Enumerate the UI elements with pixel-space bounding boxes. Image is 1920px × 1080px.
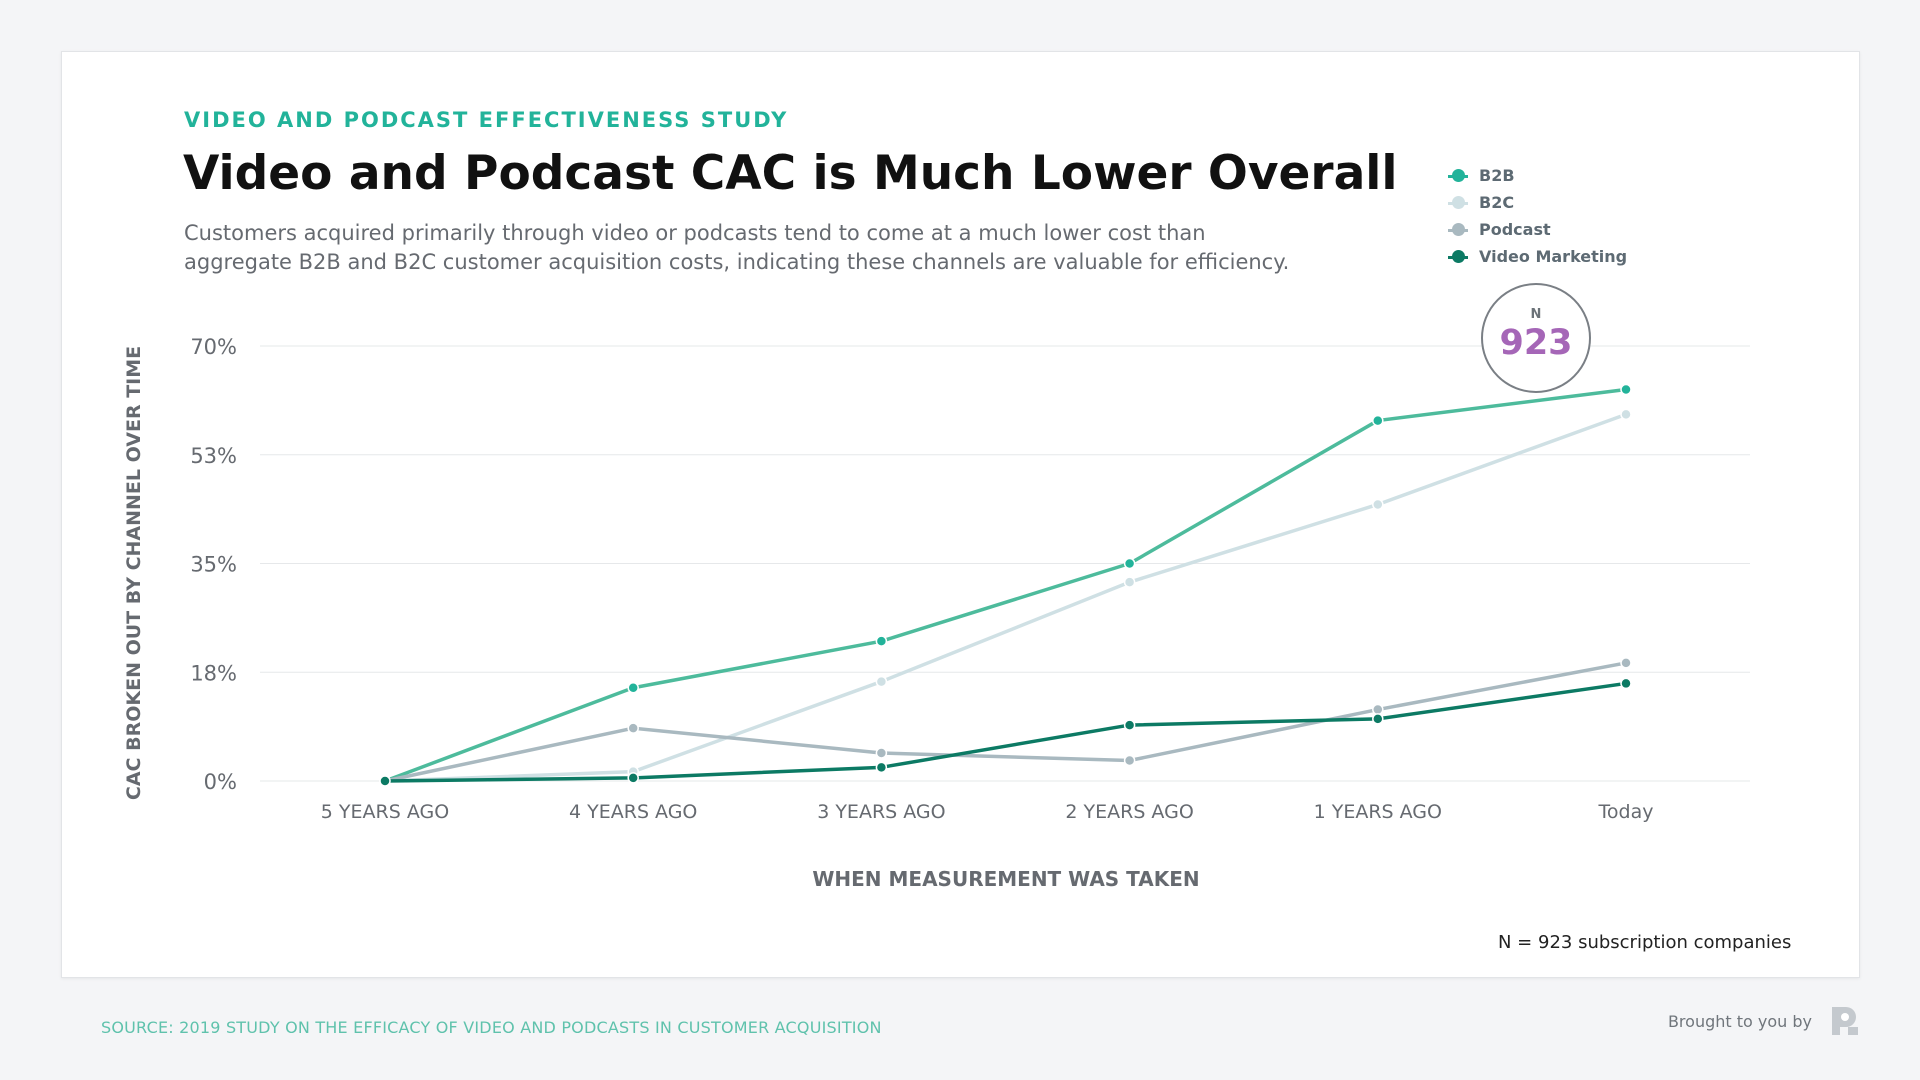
legend-swatch-b2b: [1448, 168, 1468, 183]
source-note: SOURCE: 2019 STUDY ON THE EFFICACY OF VI…: [101, 1018, 882, 1037]
legend-label-video-marketing: Video Marketing: [1479, 247, 1628, 266]
data-point-b2c: [1620, 408, 1632, 421]
x-axis-label: WHEN MEASUREMENT WAS TAKEN: [812, 867, 1199, 891]
legend-swatch-video-marketing: [1448, 249, 1468, 264]
legend-swatch-b2c: [1448, 195, 1468, 210]
data-point-video-marketing: [875, 761, 888, 774]
data-point-video-marketing: [1620, 677, 1632, 690]
brand: Brought to you by: [1668, 1005, 1860, 1037]
x-tick-label: 5 YEARS AGO: [321, 801, 449, 823]
sample-size-value: 923: [1499, 323, 1573, 363]
series-line-b2b: [383, 387, 1628, 783]
sample-size-label: N: [1530, 307, 1542, 322]
y-tick-label: 0%: [204, 770, 237, 794]
data-point-podcast: [875, 747, 888, 759]
legend-label-podcast: Podcast: [1479, 220, 1551, 239]
brand-logo-icon: [1832, 1007, 1858, 1035]
data-point-video-marketing: [1123, 719, 1136, 731]
x-tick-label: 4 YEARS AGO: [569, 801, 697, 823]
series-line-podcast: [383, 661, 1628, 783]
x-tick-label: 3 YEARS AGO: [817, 801, 945, 823]
data-point-podcast: [627, 722, 639, 734]
data-point-b2b: [875, 635, 888, 647]
footnote: N = 923 subscription companies: [1498, 932, 1792, 953]
legend-item-b2c: B2C: [1448, 189, 1627, 216]
x-tick-label: 2 YEARS AGO: [1065, 801, 1193, 823]
legend-label-b2b: B2B: [1479, 166, 1515, 185]
data-point-video-marketing: [379, 775, 391, 787]
legend-label-b2c: B2C: [1479, 193, 1515, 212]
legend-item-video-marketing: Video Marketing: [1448, 243, 1627, 270]
chart-subtitle: Customers acquired primarily through vid…: [184, 221, 1290, 274]
data-point-video-marketing: [627, 772, 639, 784]
data-point-b2c: [1123, 576, 1136, 588]
data-point-b2c: [875, 675, 888, 688]
legend: B2B B2C Podcast Video Marketing: [1448, 162, 1627, 270]
data-point-b2b: [1372, 414, 1384, 427]
brand-text: Brought to you by: [1667, 1011, 1812, 1031]
legend-swatch-podcast: [1448, 222, 1468, 237]
y-tick-label: 35%: [190, 553, 237, 577]
data-point-b2b: [1123, 557, 1136, 570]
data-point-podcast: [1372, 703, 1384, 716]
y-tick-label: 70%: [190, 335, 237, 359]
sample-size-badge: N 923: [1481, 283, 1591, 393]
x-tick-label: 1 YEARS AGO: [1314, 801, 1442, 823]
data-point-podcast: [1620, 657, 1632, 669]
data-point-b2b: [1620, 383, 1632, 396]
data-point-b2c: [1372, 498, 1384, 511]
data-point-video-marketing: [1372, 713, 1384, 725]
eyebrow-label: VIDEO AND PODCAST EFFECTIVENESS STUDY: [184, 108, 789, 132]
y-tick-label: 53%: [190, 444, 237, 468]
chart-card: [61, 51, 1860, 978]
series-line-b2c: [383, 412, 1628, 783]
series-line-video-marketing: [383, 681, 1628, 783]
y-tick-label: 18%: [190, 661, 237, 685]
data-point-b2b: [627, 682, 639, 694]
legend-item-b2b: B2B: [1448, 162, 1627, 189]
y-axis-label: CAC BROKEN OUT BY CHANNEL OVER TIME: [123, 346, 145, 800]
legend-item-podcast: Podcast: [1448, 216, 1627, 243]
x-tick-label: Today: [1598, 801, 1654, 823]
chart-title: Video and Podcast CAC is Much Lower Over…: [183, 146, 1398, 201]
data-point-podcast: [1123, 754, 1136, 767]
